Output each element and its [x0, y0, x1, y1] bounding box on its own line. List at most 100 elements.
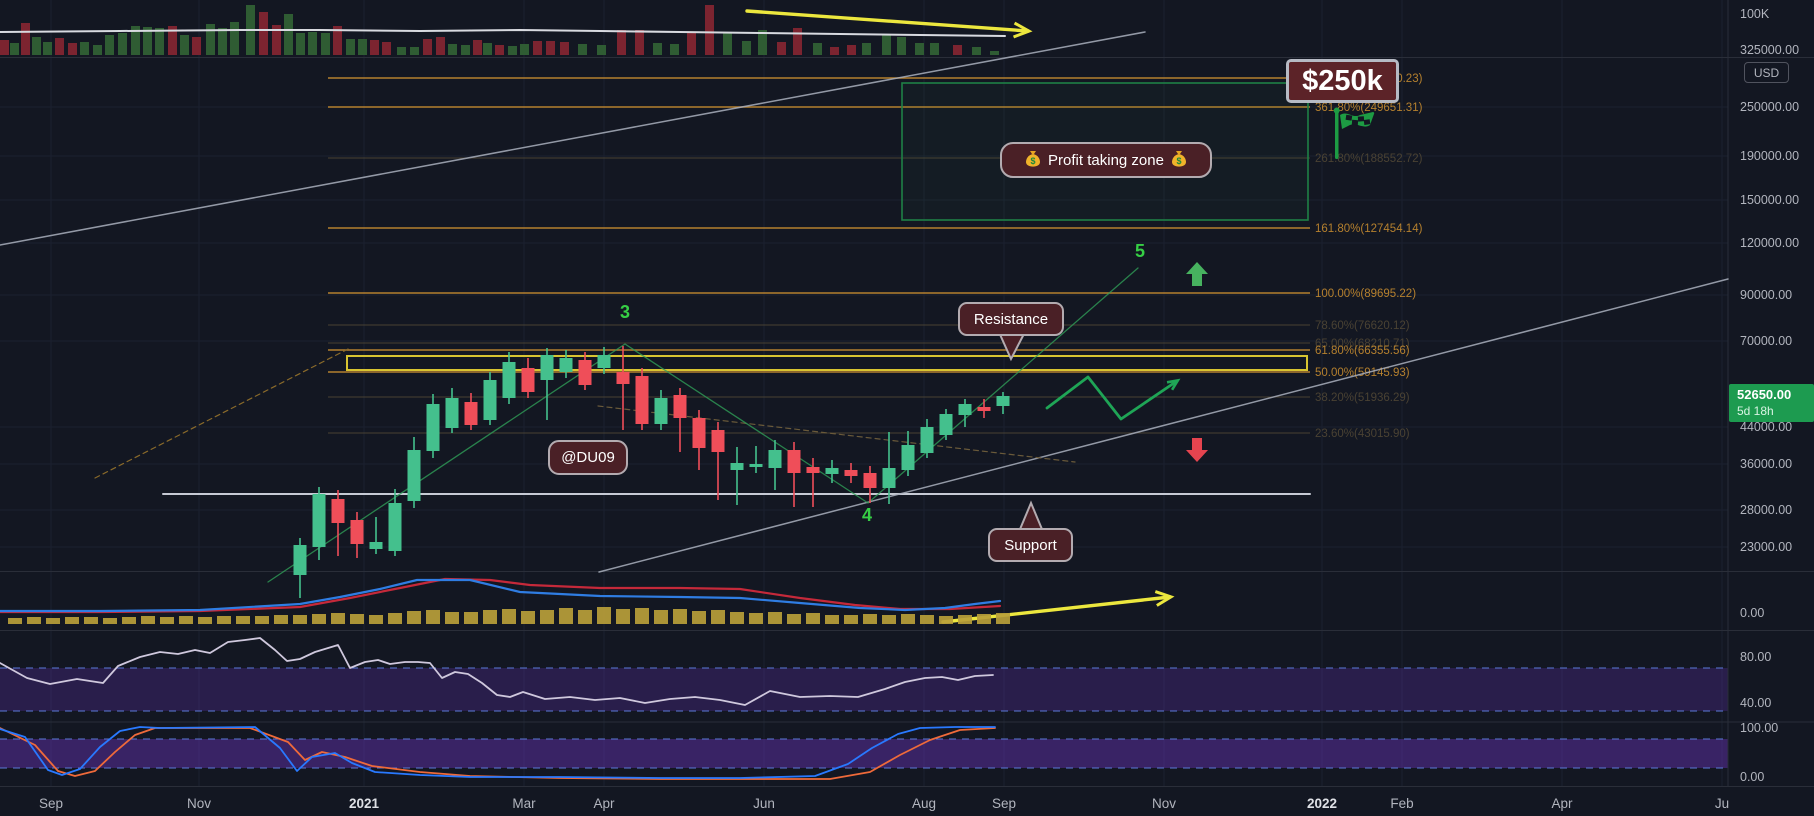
volume-bar	[692, 611, 706, 624]
candle-body	[388, 503, 402, 551]
candle-body	[331, 499, 345, 523]
fib-level-label: 361.80%(249651.31)	[1315, 102, 1423, 114]
candle-body	[540, 355, 554, 380]
volume-bar	[122, 617, 136, 624]
candle-body	[730, 463, 744, 470]
mini-volume-bar	[483, 43, 492, 55]
forecast-zigzag-arrow[interactable]	[1045, 375, 1181, 421]
author-watermark-label[interactable]: @DU09	[548, 440, 628, 475]
mini-volume-bar	[990, 51, 999, 55]
volume-bar	[939, 616, 953, 624]
volume-bar	[8, 618, 22, 624]
volume-bar	[255, 616, 269, 624]
volume-bar	[236, 616, 250, 624]
mini-volume-bar	[143, 27, 152, 55]
mini-volume-bar	[296, 33, 305, 55]
price-tick-label: 150000.00	[1740, 193, 1799, 207]
ascending-trendline[interactable]	[598, 278, 1729, 573]
price-tick-label: 36000.00	[1740, 457, 1792, 471]
candle-body	[977, 407, 991, 411]
mini-volume-bar	[155, 28, 164, 55]
candle-body	[407, 450, 421, 501]
volume-bar	[483, 610, 497, 624]
volume-bar	[711, 610, 725, 624]
volume-bar	[198, 617, 212, 624]
candle-body	[958, 404, 972, 415]
candle-body	[996, 396, 1010, 406]
fib-level-label: 78.60%(76620.12)	[1315, 320, 1410, 332]
resistance-callout[interactable]: Resistance	[958, 302, 1064, 336]
descending-trendline[interactable]	[0, 31, 1146, 246]
mini-volume-bar	[321, 33, 330, 55]
candle-body	[692, 418, 706, 448]
time-tick-label: 2021	[349, 796, 380, 811]
mini-volume-bar	[131, 26, 140, 55]
candle-body	[483, 380, 497, 420]
resistance-callout-text: Resistance	[973, 310, 1049, 328]
yellow-arrow[interactable]	[745, 9, 1033, 39]
volume-bar	[901, 614, 915, 624]
volume-bar	[141, 616, 155, 624]
volume-bar	[730, 612, 744, 624]
down-arrow-icon[interactable]	[1186, 438, 1208, 462]
profit-zone-label[interactable]: $ Profit taking zone $	[1000, 142, 1212, 178]
mini-volume-bar	[284, 14, 293, 55]
dashed-trendline[interactable]	[94, 347, 351, 479]
mini-volume-bar	[10, 43, 19, 55]
candle-body	[597, 355, 611, 368]
candle-body	[749, 464, 763, 467]
mini-volume-bar	[520, 44, 529, 55]
time-tick-label: Mar	[512, 796, 536, 811]
mini-volume-bar	[448, 44, 457, 55]
bar-countdown: 5d 18h	[1737, 403, 1774, 418]
mini-volume-bar	[862, 43, 871, 55]
time-tick-label: Ju	[1715, 796, 1729, 811]
support-callout[interactable]: Support	[988, 528, 1073, 562]
currency-badge[interactable]: USD	[1744, 62, 1789, 83]
mini-volume-bar	[206, 24, 215, 55]
mini-volume-bar	[953, 45, 962, 55]
price-tick-label: 70000.00	[1740, 334, 1792, 348]
candle-body	[673, 395, 687, 418]
candle-body	[445, 398, 459, 428]
candle-body	[768, 450, 782, 468]
price-target-label[interactable]: $250k	[1286, 59, 1399, 103]
resistance-zone-box[interactable]	[346, 355, 1308, 371]
mini-volume-bar	[546, 41, 555, 55]
volume-bar	[654, 610, 668, 624]
mini-volume-bar	[723, 33, 732, 55]
mini-volume-bar	[0, 40, 9, 55]
mini-volume-bar	[882, 35, 891, 55]
volume-bar	[84, 617, 98, 624]
support-callout-text: Support	[1004, 536, 1057, 554]
candle-body	[426, 404, 440, 451]
volume-bar	[749, 613, 763, 624]
elliott-wave-line[interactable]	[267, 267, 1139, 583]
mini-volume-bar	[758, 30, 767, 55]
candle-body	[312, 494, 326, 547]
up-arrow-icon[interactable]	[1186, 262, 1208, 286]
stoch-orange-line	[0, 727, 996, 780]
price-tick-label: 190000.00	[1740, 149, 1799, 163]
candle-body	[920, 427, 934, 453]
mini-volume-bar	[180, 35, 189, 55]
volume-bar	[863, 614, 877, 624]
volume-bar	[426, 610, 440, 624]
volume-bar	[977, 614, 991, 624]
price-target-text: $250k	[1302, 64, 1383, 97]
volume-bar	[920, 615, 934, 624]
mini-volume-bar	[118, 33, 127, 55]
candle-body	[293, 545, 307, 575]
mini-volume-bar	[461, 45, 470, 55]
dashed-trendline[interactable]	[597, 405, 1076, 463]
wave-number-label: 4	[862, 505, 872, 525]
last-price-value: 52650.00	[1737, 387, 1792, 403]
volume-bar	[673, 609, 687, 624]
rsi-line	[0, 637, 994, 706]
fib-level-label: 38.20%(51936.29)	[1315, 392, 1410, 404]
price-tick-label: 325000.00	[1740, 43, 1799, 57]
price-tick-label: 0.00	[1740, 606, 1764, 620]
volume-bar	[844, 615, 858, 624]
